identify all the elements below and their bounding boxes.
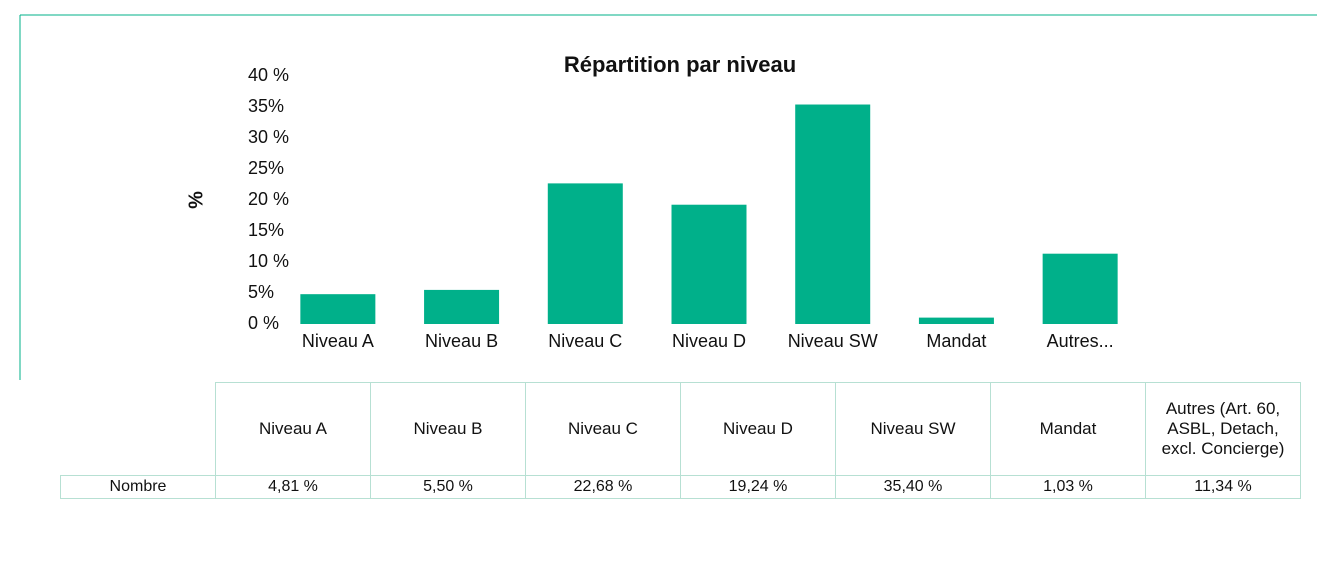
value-cell: 22,68 % (525, 475, 681, 499)
y-tick-label: 35% (248, 96, 284, 116)
y-tick-label: 20 % (248, 189, 289, 209)
bar (300, 294, 376, 324)
chart: Répartition par niveau % 0 % 5% 10 % 15% 20 … (19, 14, 1317, 380)
value-cell: 5,50 % (370, 475, 526, 499)
value-cell: 11,34 % (1145, 475, 1301, 499)
x-tick-label: Niveau B (425, 331, 498, 351)
bar (918, 317, 994, 324)
chart-title: Répartition par niveau (564, 52, 796, 77)
bar (795, 104, 871, 325)
column-header: Autres (Art. 60, ASBL, Detach, excl. Con… (1145, 382, 1301, 476)
y-tick-label: 5% (248, 282, 274, 302)
corner (61, 383, 216, 476)
data-table: Niveau A Niveau B Niveau C Niveau D Niveau S… (60, 382, 1301, 499)
y-tick-label: 15% (248, 220, 284, 240)
x-tick-label: Niveau A (302, 331, 374, 351)
x-tick-label: Niveau SW (788, 331, 878, 351)
header-row: Niveau A Niveau B Niveau C Niveau D Niveau S… (61, 382, 1301, 476)
bar (547, 183, 623, 324)
x-tick-label: Mandat (926, 331, 986, 351)
x-tick-label: Niveau D (672, 331, 746, 351)
y-tick-label: 40 % (248, 65, 289, 85)
value-cell: 1,03 % (990, 475, 1146, 499)
y-tick-label: 10 % (248, 251, 289, 271)
column-header: Niveau C (525, 382, 681, 476)
column-header: Mandat (990, 382, 1146, 476)
bar (424, 289, 500, 324)
column-header: Niveau SW (835, 382, 991, 476)
column-header: Niveau D (680, 382, 836, 476)
y-tick-label: 0 % (248, 313, 279, 333)
column-header: Niveau B (370, 382, 526, 476)
column-header: Niveau A (215, 382, 371, 476)
bar (1042, 253, 1118, 324)
data-row: Nombre 4,81 % 5,50 % 22,68 % 19,24 % 35,40 % 1… (60, 475, 1301, 499)
x-tick-label: Autres... (1047, 331, 1114, 351)
value-cell: 4,81 % (215, 475, 371, 499)
x-tick-label: Niveau C (548, 331, 622, 351)
y-tick-label: 25% (248, 158, 284, 178)
value-cell: 35,40 % (835, 475, 991, 499)
bar (671, 204, 747, 324)
value-cell: 19,24 % (680, 475, 836, 499)
y-tick-label: 30 % (248, 127, 289, 147)
y-axis-label: % (185, 191, 207, 209)
row-label: Nombre (60, 475, 216, 499)
